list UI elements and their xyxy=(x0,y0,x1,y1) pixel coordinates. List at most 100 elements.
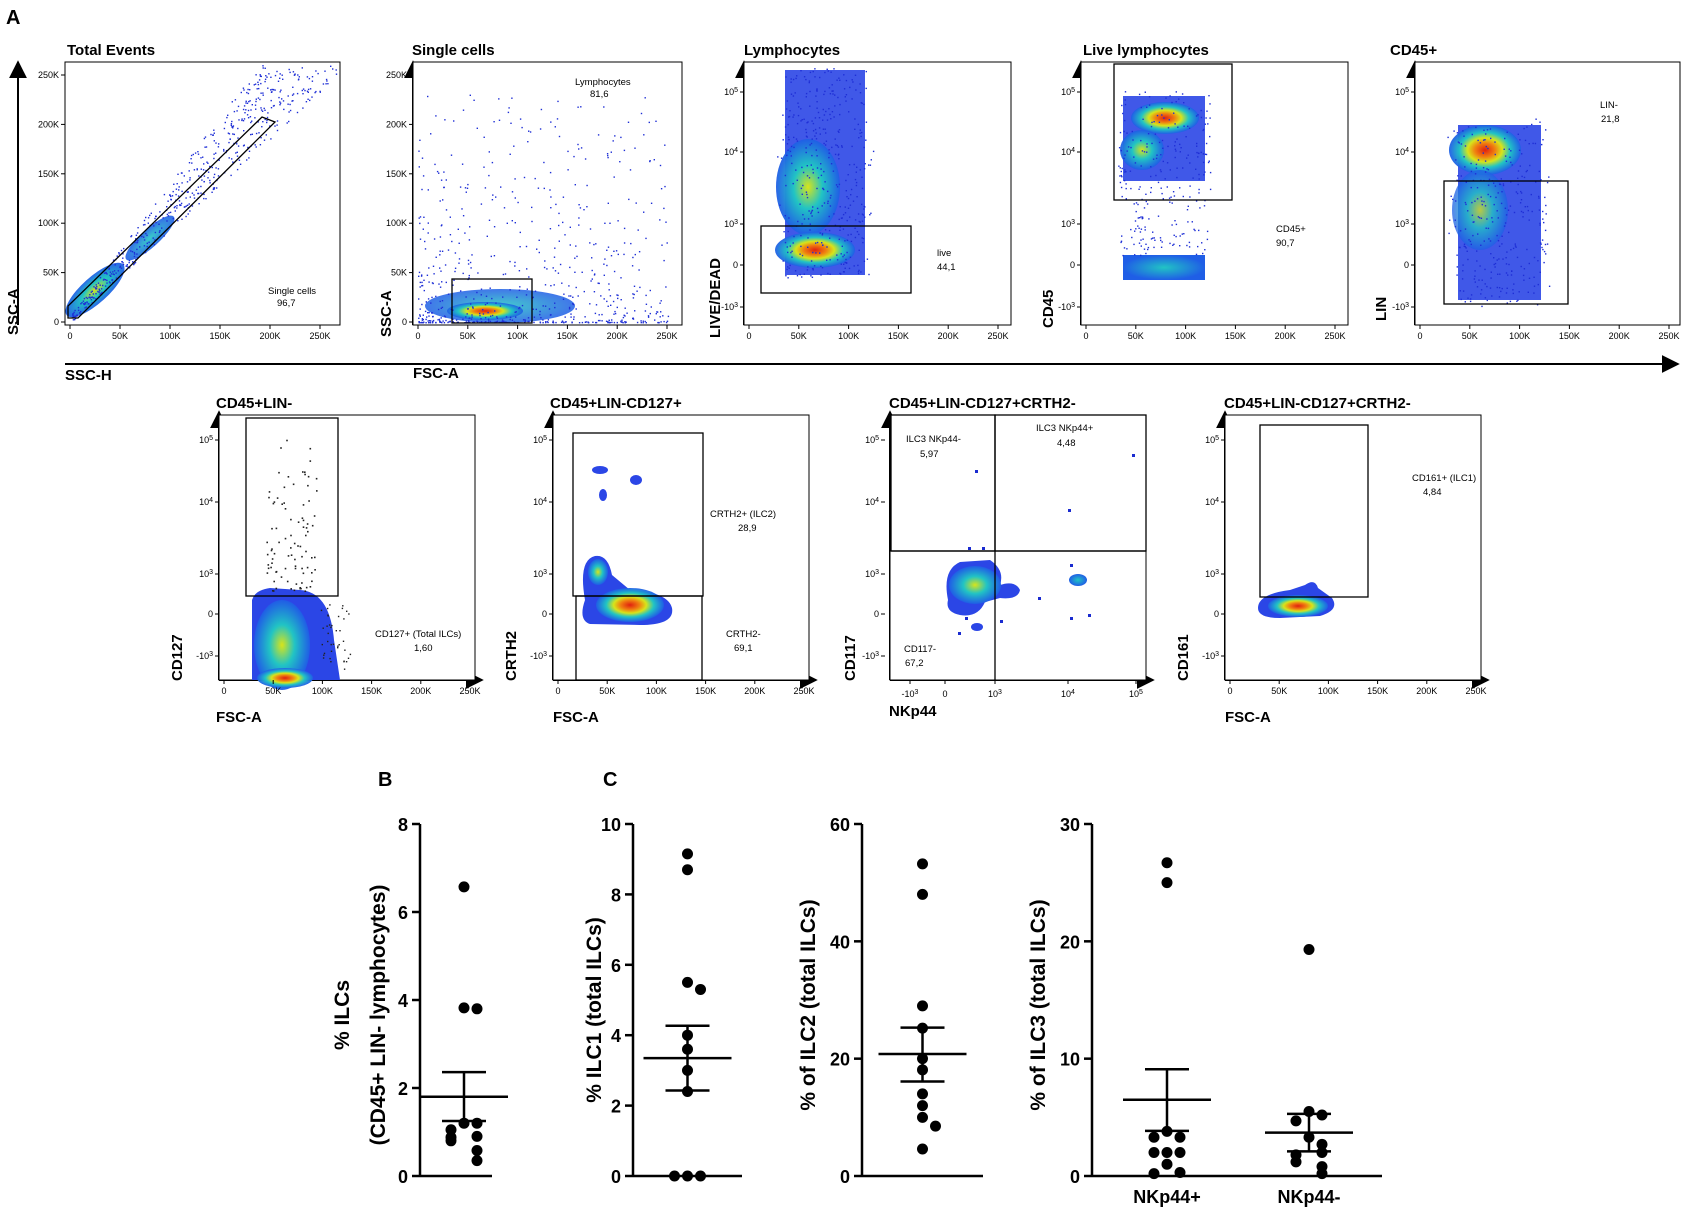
event-dot xyxy=(335,630,337,632)
event-dot xyxy=(309,88,312,90)
event-dot xyxy=(809,71,812,74)
event-dot xyxy=(606,264,608,267)
event-dot xyxy=(346,610,348,612)
event-dot xyxy=(467,263,470,265)
event-dot xyxy=(496,320,499,322)
event-dot xyxy=(863,260,866,262)
data-point xyxy=(1148,1168,1160,1180)
event-dot xyxy=(477,272,479,274)
event-dot xyxy=(92,297,94,299)
event-dot xyxy=(1494,266,1496,268)
event-dot xyxy=(1497,217,1499,219)
event-dot xyxy=(1471,133,1473,136)
event-dot xyxy=(1462,290,1465,292)
event-dot xyxy=(815,138,818,140)
event-dot xyxy=(291,94,294,96)
event-dot xyxy=(828,215,830,218)
event-dot xyxy=(83,303,85,305)
event-dot xyxy=(838,218,840,221)
event-dot xyxy=(595,321,597,324)
event-dot xyxy=(326,607,329,610)
event-dot xyxy=(1515,246,1517,248)
event-dot xyxy=(166,220,168,222)
event-dot xyxy=(840,253,842,255)
event-dot xyxy=(787,123,789,126)
event-dot xyxy=(529,131,532,133)
event-dot xyxy=(861,187,864,190)
event-dot xyxy=(330,643,332,646)
event-dot xyxy=(528,130,530,132)
data-point xyxy=(917,1143,928,1155)
event-dot xyxy=(1145,200,1147,203)
event-dot xyxy=(543,187,545,190)
event-dot xyxy=(144,251,147,254)
event-dot xyxy=(241,118,243,120)
event-dot xyxy=(575,308,577,310)
event-dot xyxy=(860,135,862,138)
event-dot xyxy=(145,216,147,219)
event-dot xyxy=(82,300,85,302)
y-tick-label: 100K xyxy=(386,218,407,228)
x-tick-label: 100K xyxy=(312,686,333,696)
event-dot xyxy=(1123,157,1125,160)
event-dot xyxy=(162,217,164,219)
event-dot xyxy=(111,279,113,281)
event-dot xyxy=(849,204,852,206)
event-dot xyxy=(196,169,198,171)
event-dot xyxy=(311,80,314,82)
event-dot xyxy=(435,256,437,258)
event-dot xyxy=(262,121,264,123)
event-dot xyxy=(1475,167,1478,169)
event-dot xyxy=(231,158,233,160)
event-dot xyxy=(305,534,307,537)
event-dot xyxy=(852,200,855,202)
event-dot xyxy=(801,223,803,225)
event-dot xyxy=(1148,104,1151,106)
event-dot xyxy=(193,169,196,171)
event-dot xyxy=(1187,154,1189,156)
event-dot xyxy=(1148,218,1150,220)
event-dot xyxy=(1489,287,1492,289)
y-axis-label-line2: (CD45+ LIN- lymphocytes) xyxy=(367,885,390,1146)
event-dot xyxy=(191,192,194,194)
event-dot xyxy=(1143,248,1146,250)
event-dot xyxy=(435,321,437,324)
event-dot xyxy=(269,125,271,127)
event-dot xyxy=(565,321,567,323)
event-dot xyxy=(424,248,427,250)
event-dot xyxy=(1160,170,1162,173)
data-point xyxy=(1148,1147,1160,1159)
event-dot xyxy=(1504,222,1507,224)
event-dot xyxy=(824,128,826,130)
event-dot xyxy=(1169,169,1171,171)
event-dot xyxy=(597,319,600,322)
event-dot xyxy=(489,287,491,289)
event-dot xyxy=(1498,258,1500,260)
event-dot xyxy=(330,650,333,652)
event-dot xyxy=(1192,177,1194,179)
event-dot xyxy=(464,232,466,234)
event-dot xyxy=(612,300,615,303)
event-dot xyxy=(122,257,124,259)
event-dot xyxy=(785,108,788,110)
event-dot xyxy=(517,201,519,204)
event-dot xyxy=(801,193,803,195)
event-dot xyxy=(152,237,154,239)
event-dot xyxy=(467,308,469,310)
event-dot xyxy=(306,523,309,525)
event-dot xyxy=(617,297,619,300)
event-dot xyxy=(1185,136,1187,138)
event-dot xyxy=(183,175,185,177)
event-dot xyxy=(72,316,74,318)
event-dot xyxy=(1135,228,1137,230)
event-dot xyxy=(305,101,308,103)
event-dot xyxy=(240,91,242,94)
event-dot xyxy=(278,471,280,474)
event-dot xyxy=(1135,202,1138,204)
event-dot xyxy=(1176,176,1178,179)
event-dot xyxy=(601,320,603,322)
event-dot xyxy=(1457,175,1459,177)
